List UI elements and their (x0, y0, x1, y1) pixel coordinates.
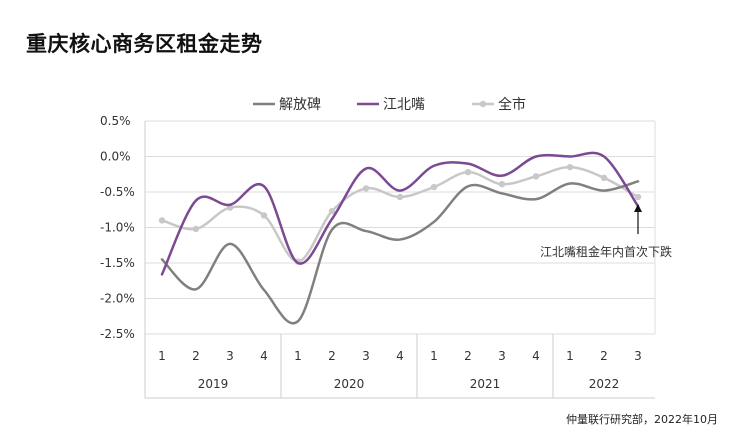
x-tick-label: 4 (260, 349, 268, 363)
year-group-label: 2019 (198, 377, 229, 391)
x-tick-label: 3 (226, 349, 234, 363)
data-point (532, 173, 540, 180)
x-tick-label: 3 (362, 349, 370, 363)
annotation-text: 江北嘴租金年内首次下跌 (540, 244, 672, 259)
legend-marker (479, 100, 487, 108)
x-tick-label: 1 (430, 349, 438, 363)
y-tick-label: -1.0% (100, 221, 135, 235)
data-point (498, 180, 506, 188)
legend-label: 江北嘴 (383, 97, 425, 113)
year-group-label: 2021 (470, 377, 501, 391)
chart-title: 重庆核心商务区租金走势 (26, 32, 263, 56)
x-tick-label: 2 (328, 349, 336, 363)
x-tick-label: 2 (192, 349, 200, 363)
data-point (600, 174, 608, 181)
x-tick-label: 4 (532, 349, 540, 363)
source-note: 仲量联行研究部，2022年10月 (566, 413, 718, 426)
year-group-label: 2022 (589, 377, 620, 391)
data-point (464, 168, 472, 176)
x-tick-label: 3 (498, 349, 506, 363)
data-point (634, 193, 642, 201)
x-tick-label: 1 (294, 349, 302, 363)
data-point (566, 163, 574, 171)
y-tick-label: -2.5% (100, 327, 135, 341)
x-tick-label: 2 (600, 349, 608, 363)
data-point (430, 183, 438, 191)
y-tick-label: -1.5% (100, 256, 135, 270)
data-point (396, 193, 404, 201)
data-point (362, 185, 370, 192)
y-tick-label: -2.0% (100, 292, 135, 306)
y-tick-label: -0.5% (100, 185, 135, 199)
data-point (158, 217, 166, 224)
y-tick-label: 0.5% (100, 114, 131, 128)
data-point (328, 207, 336, 215)
x-tick-label: 1 (566, 349, 574, 363)
series-line-江北嘴 (160, 151, 640, 276)
annotation-arrow-head (634, 204, 642, 212)
x-tick-label: 1 (158, 349, 166, 363)
x-tick-label: 3 (634, 349, 642, 363)
series-line-解放碑 (160, 180, 640, 325)
x-tick-label: 4 (396, 349, 404, 363)
year-group-label: 2020 (334, 377, 365, 391)
data-point (192, 225, 200, 233)
data-point (260, 212, 268, 219)
legend-label: 解放碑 (279, 97, 321, 113)
legend-label: 全市 (498, 96, 526, 113)
x-tick-label: 2 (464, 349, 472, 363)
y-tick-label: 0.0% (100, 150, 131, 164)
